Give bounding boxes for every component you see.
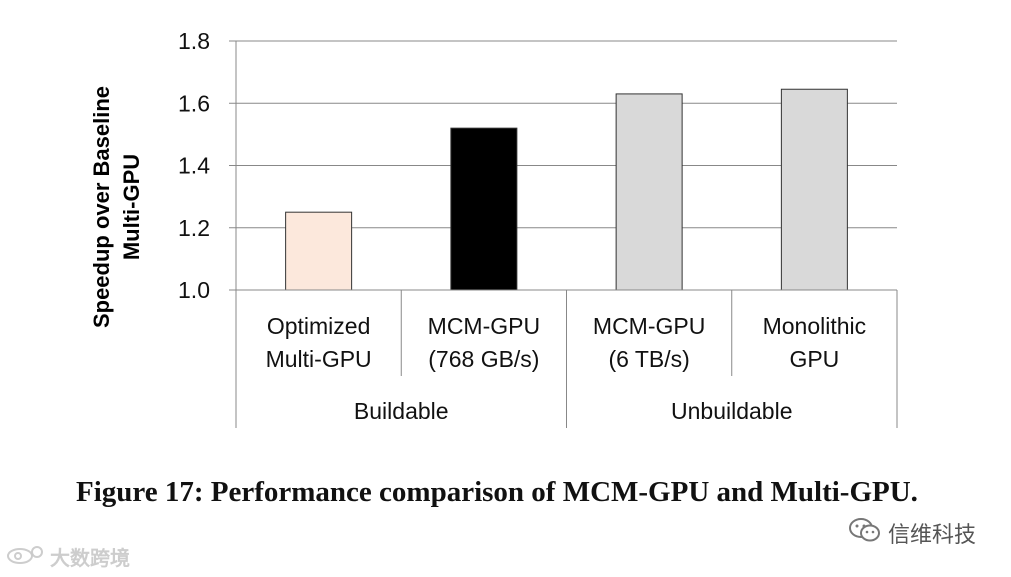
category-label: Monolithic [763, 313, 867, 339]
weibo-account-name: 大数跨境 [50, 546, 130, 570]
group-labels: Buildable Unbuildable [354, 398, 793, 424]
category-label: GPU [789, 346, 839, 372]
y-tick-label: 1.6 [178, 90, 210, 116]
y-tick-label: 1.0 [178, 277, 210, 303]
weibo-watermark: 大数跨境 [6, 542, 130, 571]
y-tick-label: 1.2 [178, 215, 210, 241]
group-label: Unbuildable [671, 398, 792, 424]
wechat-watermark: 信维科技 [848, 516, 976, 550]
wechat-icon [848, 516, 882, 550]
bar-2 [450, 127, 518, 291]
y-axis-label: Speedup over Baseline Multi-GPU [89, 86, 144, 328]
bar-chart: 1.0 1.2 1.4 1.6 1.8 Optimized Multi-GPU MCM-GP… [89, 28, 898, 428]
bar-3 [615, 93, 683, 291]
category-label: (768 GB/s) [428, 346, 539, 372]
wechat-account-name: 信维科技 [888, 523, 977, 548]
group-label: Buildable [354, 398, 449, 424]
bar-1 [285, 211, 353, 291]
y-tick-labels: 1.0 1.2 1.4 1.6 1.8 [178, 28, 210, 303]
figure-caption: Figure 17: Performance comparison of MCM… [76, 476, 918, 508]
axes [235, 41, 898, 428]
y-tick-label: 1.8 [178, 28, 210, 54]
category-label: Optimized [267, 313, 371, 339]
bars [285, 88, 848, 291]
category-label: Multi-GPU [266, 346, 372, 372]
category-label: MCM-GPU [593, 313, 705, 339]
weibo-icon [6, 543, 46, 570]
category-label: (6 TB/s) [608, 346, 689, 372]
category-label: MCM-GPU [428, 313, 540, 339]
bar-4 [780, 88, 848, 291]
category-labels: Optimized Multi-GPU MCM-GPU (768 GB/s) MCM-G… [266, 313, 867, 372]
y-tick-label: 1.4 [178, 153, 210, 179]
